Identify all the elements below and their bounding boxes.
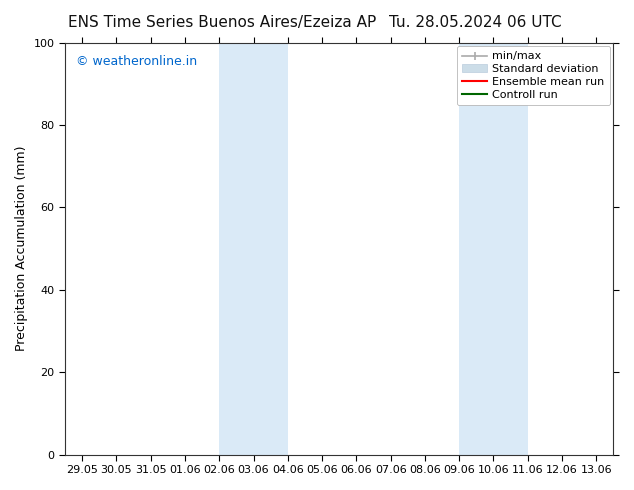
Text: © weatheronline.in: © weatheronline.in — [76, 55, 197, 68]
Text: ENS Time Series Buenos Aires/Ezeiza AP: ENS Time Series Buenos Aires/Ezeiza AP — [68, 15, 376, 30]
Bar — [219, 43, 288, 455]
Bar — [459, 43, 527, 455]
Text: Tu. 28.05.2024 06 UTC: Tu. 28.05.2024 06 UTC — [389, 15, 562, 30]
Y-axis label: Precipitation Accumulation (mm): Precipitation Accumulation (mm) — [15, 146, 28, 351]
Legend: min/max, Standard deviation, Ensemble mean run, Controll run: min/max, Standard deviation, Ensemble me… — [456, 46, 610, 105]
